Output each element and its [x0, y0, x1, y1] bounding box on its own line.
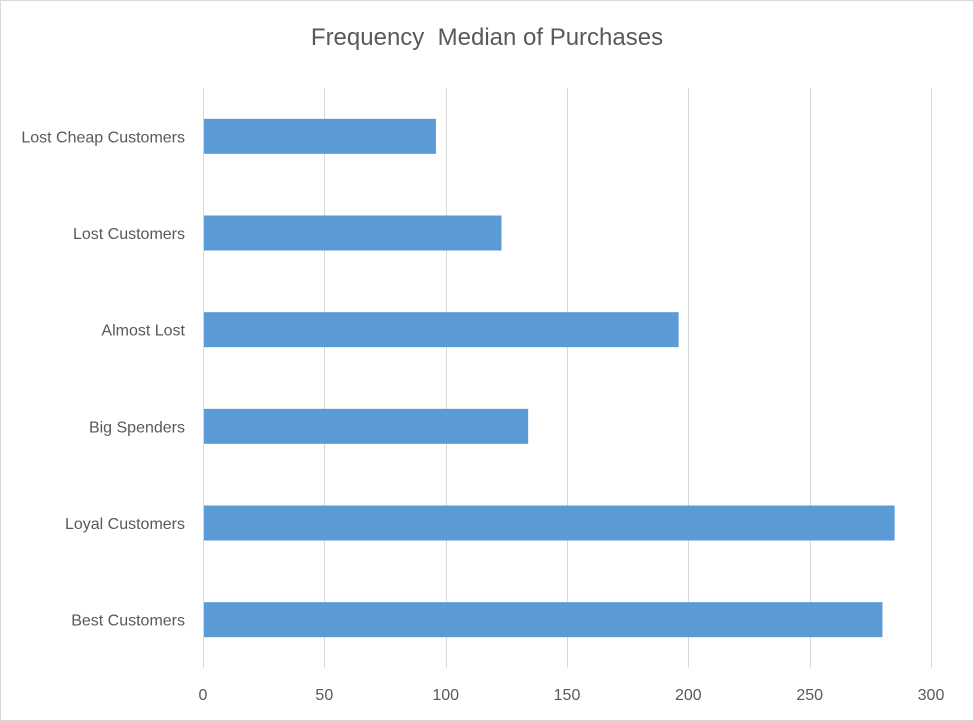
category-label: Almost Lost	[101, 323, 185, 340]
category-label: Loyal Customers	[65, 516, 185, 533]
gridlines	[203, 88, 932, 668]
bars	[204, 118, 895, 638]
bar	[204, 408, 529, 444]
x-tick-label: 250	[796, 687, 823, 704]
category-label: Lost Cheap Customers	[21, 129, 185, 146]
bar	[204, 215, 502, 251]
category-label: Big Spenders	[89, 419, 185, 436]
x-tick-label: 0	[199, 687, 208, 704]
x-tick-label: 200	[675, 687, 702, 704]
x-tick-label: 50	[315, 687, 333, 704]
bar	[204, 312, 679, 348]
chart-title: Frequency Median of Purchases	[310, 24, 664, 51]
x-tick-label: 100	[432, 687, 459, 704]
bar	[204, 118, 436, 154]
axis-labels: 0 50 100 150 200 250 300 Lost Cheap Customers Lo…	[21, 129, 944, 704]
bar	[204, 505, 895, 541]
bar	[204, 602, 883, 638]
x-tick-label: 300	[918, 687, 945, 704]
category-label: Lost Customers	[73, 226, 185, 243]
category-label: Best Customers	[71, 613, 185, 630]
x-tick-label: 150	[554, 687, 581, 704]
